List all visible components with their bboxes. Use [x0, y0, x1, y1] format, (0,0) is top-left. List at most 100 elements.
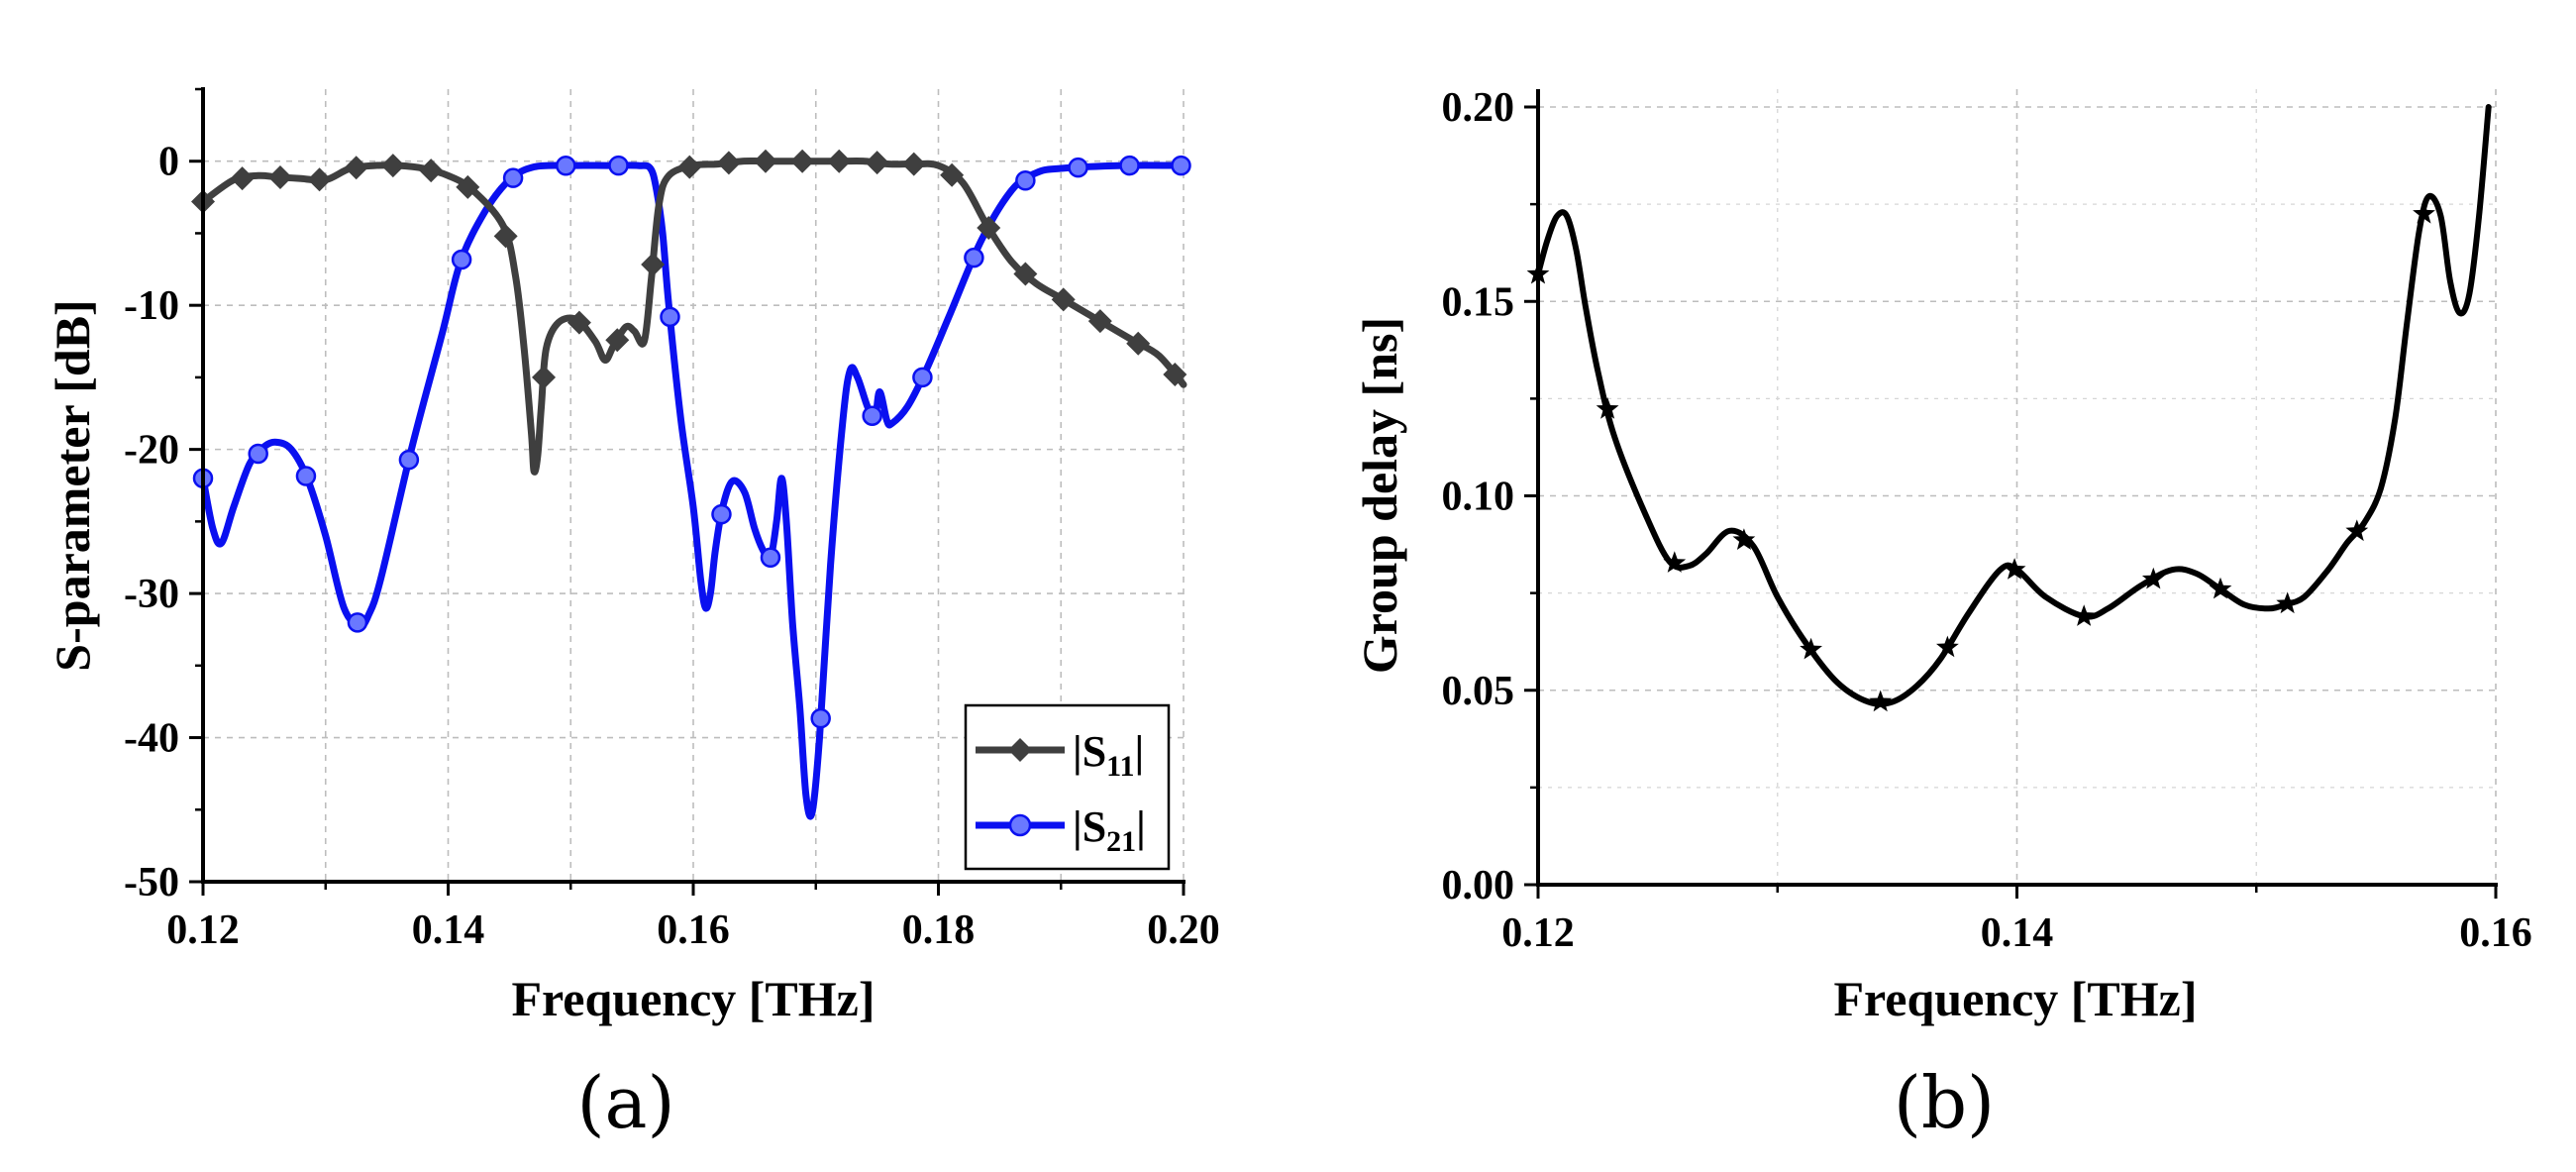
legend-item-s21: |S21|: [976, 802, 1146, 858]
s11-diamond-marker: [1126, 331, 1151, 356]
s11-diamond-marker: [456, 174, 480, 199]
s11-diamond-marker: [605, 328, 630, 353]
s21-circle-marker: [398, 449, 420, 471]
panel-a-y-tick-label: -40: [124, 716, 179, 762]
group-delay-star-marker: [2276, 591, 2300, 614]
s11-diamond-marker: [532, 365, 557, 389]
series-s21: [192, 155, 1191, 820]
s21-circle-marker: [660, 306, 680, 328]
s11-diamond-marker: [977, 216, 1001, 240]
s21-circle-marker: [810, 707, 831, 729]
s11-diamond-marker: [827, 149, 852, 173]
group-delay-star-marker: [1869, 690, 1893, 712]
legend-s11-label: |S11|: [1073, 727, 1144, 783]
panel-a-ticks: 0 -10 -20 -30 -40 -500.12 0.14 0.16 0.18 0.20: [124, 87, 1220, 953]
s11-diamond-marker: [677, 155, 702, 179]
group-delay-star-marker: [2209, 577, 2232, 599]
series-s11: [191, 149, 1187, 476]
legend-s21-label-sub: 21: [1106, 825, 1136, 858]
s21-circle-marker: [912, 367, 933, 388]
group-delay-star-marker: [2072, 604, 2096, 626]
panel-a-x-tick-label: 0.18: [902, 907, 976, 953]
s11-diamond-marker: [567, 310, 591, 335]
s21-circle-marker: [347, 612, 368, 633]
group-delay-star-marker: [1663, 551, 1687, 573]
panel-a-legend: |S11| |S21|: [964, 703, 1171, 871]
panel-a-y-tick-label: -30: [124, 572, 179, 617]
panel-a-y-tick-label: -10: [124, 283, 179, 329]
group-delay-star-marker: [2345, 519, 2369, 542]
legend-frame: [964, 703, 1171, 871]
panel-a-label: (a): [576, 1061, 674, 1144]
s21-circle-marker: [711, 503, 732, 525]
s21-circle-marker: [1171, 155, 1191, 176]
group-delay-star-marker: [2141, 567, 2165, 589]
s11-diamond-marker: [230, 166, 255, 191]
s11-diamond-marker: [1013, 262, 1038, 286]
panel-a-grid: [203, 89, 1185, 882]
legend-s21-label-end: |: [1136, 802, 1146, 851]
panel-b-x-tick-label: 0.12: [1501, 910, 1575, 956]
s11-diamond-marker: [901, 152, 926, 176]
legend-s11-diamond-marker: [1008, 738, 1032, 762]
legend-s21-circle-marker: [1008, 813, 1032, 837]
s11-diamond-marker: [754, 149, 778, 173]
panel-b-ticks: 0.20 0.15 0.10 0.05 0.000.12 0.14 0.16: [1442, 85, 2532, 956]
panel-a-x-tick-label: 0.20: [1147, 907, 1220, 953]
s11-diamond-marker: [641, 252, 666, 276]
panel-b-y-tick-label: 0.05: [1442, 669, 1515, 714]
panel-b-x-tick-label: 0.16: [2459, 910, 2532, 956]
s11-diamond-marker: [790, 149, 815, 173]
group-delay-star-marker: [2413, 201, 2435, 224]
legend-item-s11: |S11|: [976, 727, 1144, 783]
s11-diamond-marker: [267, 164, 292, 189]
panel-b-y-axis-title: Group delay [ns]: [1352, 317, 1407, 674]
s21-circle-marker: [556, 156, 576, 176]
panel-b-y-tick-label: 0.00: [1442, 863, 1515, 908]
panel-a-x-tick-label: 0.14: [412, 907, 485, 953]
s11-diamond-marker: [865, 151, 889, 175]
panel-a-x-tick-label: 0.12: [166, 907, 240, 953]
s11-diamond-marker: [493, 224, 518, 249]
panel-b-grid: [1538, 89, 2497, 885]
s11-diamond-marker: [940, 162, 965, 187]
legend-s21-label: |S21|: [1073, 802, 1146, 858]
panel-a-y-axis-title: S-parameter [dB]: [45, 299, 100, 671]
panel-a-x-axis-title: Frequency [THz]: [511, 971, 875, 1026]
panel-b-label: (b): [1894, 1061, 1995, 1144]
s21-circle-marker: [1068, 157, 1088, 178]
s21-circle-marker: [502, 167, 524, 188]
panel-b-y-tick-label: 0.10: [1442, 475, 1515, 520]
group-delay-star-marker: [2003, 558, 2026, 580]
panel-b-plot-area: [1526, 104, 2492, 712]
s21-circle-marker: [1119, 155, 1140, 176]
panel-b-y-tick-label: 0.15: [1442, 279, 1515, 325]
s21-circle-marker: [608, 155, 629, 176]
panel-a-x-tick-label: 0.16: [657, 907, 730, 953]
panel-a: 0 -10 -20 -30 -40 -500.12 0.14 0.16 0.18 0.20 Fre…: [45, 87, 1220, 1144]
group-delay-star-marker: [1732, 528, 1756, 550]
group-delay-star-marker: [1596, 397, 1619, 419]
panel-a-plot-area: [191, 149, 1191, 820]
s11-diamond-marker: [344, 156, 368, 180]
s21-circle-marker: [1015, 169, 1036, 191]
s11-diamond-marker: [419, 159, 444, 183]
legend-s11-label-sub: 11: [1106, 750, 1134, 783]
legend-s21-label-main: |S: [1073, 802, 1106, 851]
s21-circle-marker: [451, 249, 472, 270]
group-delay-line: [1535, 104, 2492, 707]
s11-diamond-marker: [380, 154, 405, 178]
panel-b-y-tick-label: 0.20: [1442, 85, 1515, 131]
s11-diamond-marker: [716, 151, 741, 175]
s21-circle-marker: [295, 466, 317, 486]
legend-s11-label-main: |S: [1073, 727, 1106, 776]
s11-diamond-marker: [307, 167, 332, 192]
series-group-delay: [1526, 104, 2492, 712]
s21-circle-marker: [862, 405, 882, 426]
s11-diamond-marker: [1051, 287, 1076, 312]
group-delay-star-marker: [1800, 637, 1822, 660]
legend-s11-label-end: |: [1135, 727, 1145, 776]
s11-diamond-marker: [1163, 363, 1187, 386]
s11-line: [199, 157, 1187, 476]
